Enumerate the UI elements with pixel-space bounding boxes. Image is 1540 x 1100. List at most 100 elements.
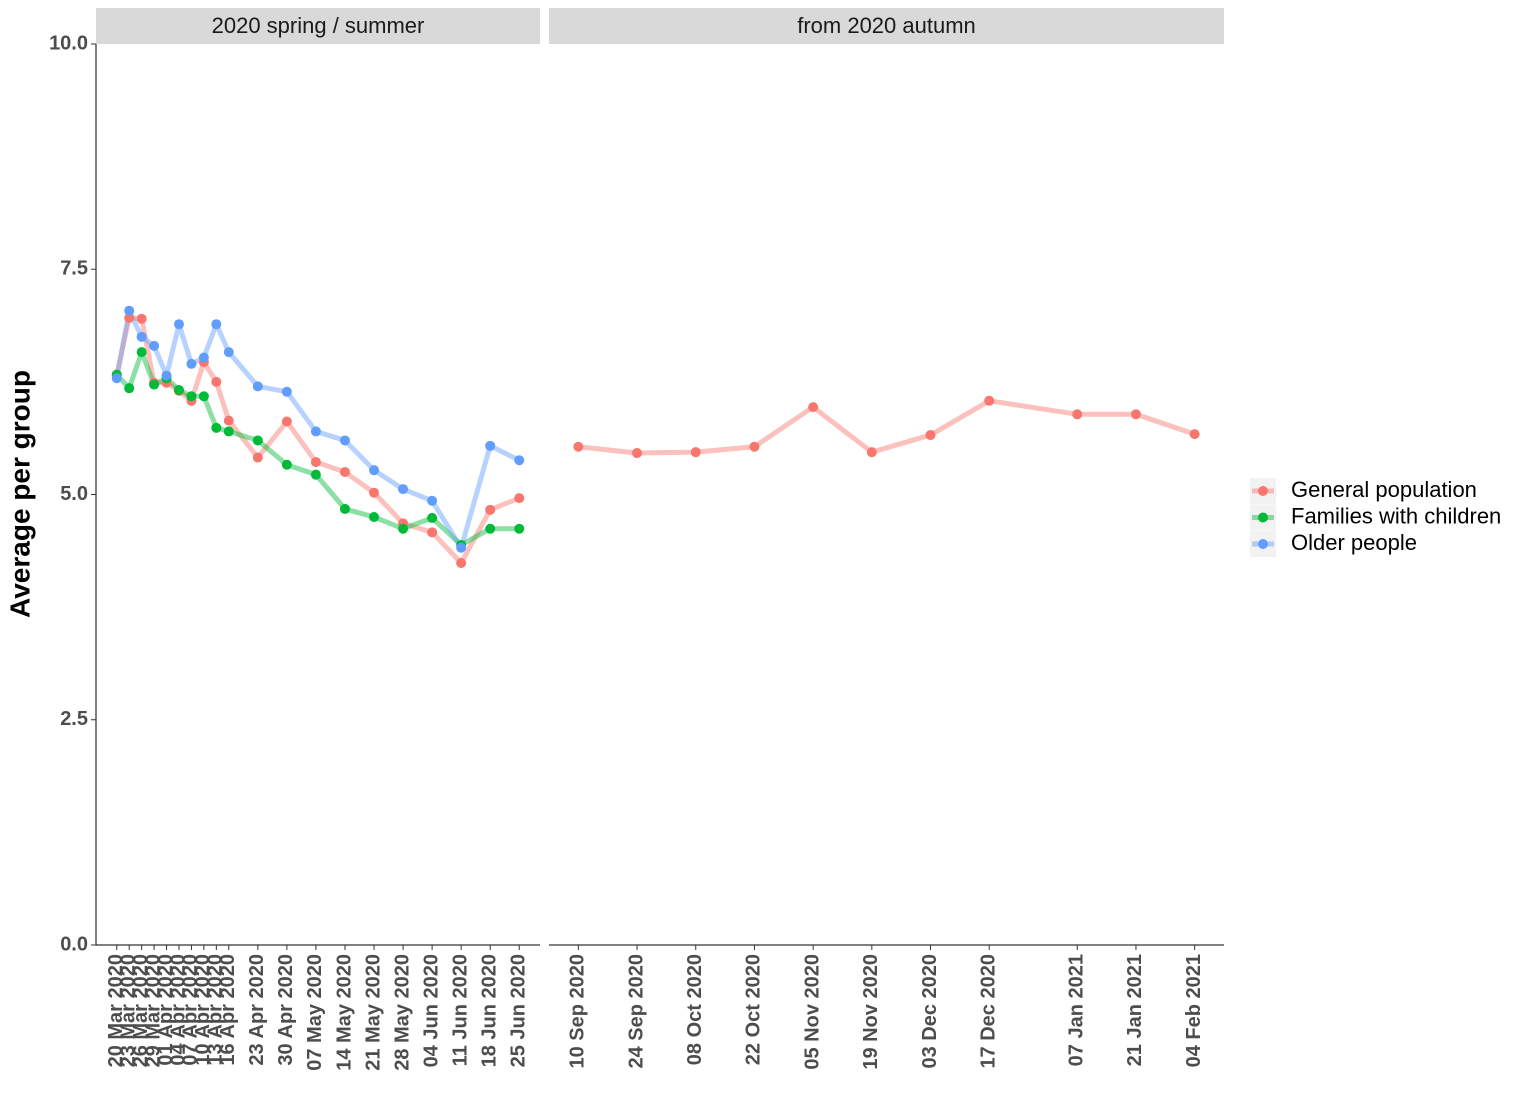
data-point	[573, 441, 584, 452]
data-point	[427, 527, 438, 538]
data-point	[310, 457, 321, 468]
data-point	[281, 459, 292, 470]
data-point	[925, 430, 936, 441]
data-point	[690, 447, 701, 458]
data-point	[369, 487, 380, 498]
x-tick-label: 05 Nov 2020	[801, 954, 823, 1070]
y-tick-label: 10.0	[49, 32, 88, 54]
legend-dot	[1258, 539, 1268, 549]
data-point	[514, 493, 525, 504]
x-tick-label: 17 Dec 2020	[977, 954, 999, 1069]
y-axis-title: Average per group	[4, 370, 35, 618]
y-tick-label: 5.0	[60, 483, 88, 505]
x-tick-label: 18 Jun 2020	[478, 954, 500, 1067]
data-point	[1072, 409, 1083, 420]
data-point	[281, 386, 292, 397]
x-tick-label: 01 Apr 2020	[155, 954, 177, 1066]
data-point	[369, 465, 380, 476]
x-tick-label: 03 Dec 2020	[919, 954, 941, 1069]
data-point	[223, 415, 234, 426]
series-line	[114, 308, 521, 551]
data-point	[866, 447, 877, 458]
data-point	[310, 469, 321, 480]
data-point	[339, 503, 350, 514]
data-point	[310, 426, 321, 437]
data-point	[252, 435, 263, 446]
data-point	[198, 352, 209, 363]
data-point	[149, 340, 160, 351]
data-point	[456, 542, 467, 553]
x-tick-label: 04 Jun 2020	[420, 954, 442, 1067]
y-tick-label: 7.5	[60, 258, 88, 280]
x-tick-label: 07 May 2020	[304, 954, 326, 1071]
data-point	[1189, 429, 1200, 440]
data-point	[514, 523, 525, 534]
y-tick-label: 0.0	[60, 933, 88, 955]
data-point	[223, 347, 234, 358]
data-point	[339, 435, 350, 446]
data-point	[252, 381, 263, 392]
data-point	[223, 426, 234, 437]
facet-strip	[549, 8, 1224, 44]
x-tick-label: 16 Apr 2020	[217, 954, 239, 1066]
y-tick-label: 2.5	[60, 708, 88, 730]
x-tick-label: 28 May 2020	[391, 954, 413, 1071]
x-tick-label: 22 Oct 2020	[743, 954, 765, 1065]
data-point	[124, 305, 135, 316]
x-tick-label: 23 Apr 2020	[246, 954, 268, 1066]
x-tick-label: 14 May 2020	[333, 954, 355, 1071]
x-tick-label: 26 Mar 2020	[130, 954, 152, 1067]
x-tick-label: 10 Sep 2020	[567, 954, 589, 1069]
series-line	[578, 398, 1196, 456]
data-point	[161, 370, 172, 381]
x-tick-label: 04 Feb 2021	[1183, 954, 1205, 1067]
data-point	[198, 391, 209, 402]
data-point	[485, 440, 496, 451]
x-tick-label: 13 Apr 2020	[205, 954, 227, 1066]
data-point	[485, 523, 496, 534]
x-tick-label: 20 Mar 2020	[105, 954, 127, 1067]
data-point	[136, 331, 147, 342]
data-point	[281, 416, 292, 427]
facet-strip	[96, 8, 540, 44]
x-tick-label: 19 Nov 2020	[860, 954, 882, 1070]
legend-label: General population	[1291, 477, 1477, 502]
data-point	[136, 347, 147, 358]
x-tick-label: 30 Apr 2020	[275, 954, 297, 1066]
data-point	[427, 495, 438, 506]
data-point	[186, 358, 197, 369]
legend-label: Older people	[1291, 530, 1417, 555]
x-tick-label: 07 Apr 2020	[180, 954, 202, 1066]
data-point	[398, 523, 409, 534]
data-point	[456, 557, 467, 568]
x-tick-label: 21 May 2020	[362, 954, 384, 1071]
x-tick-label: 10 Apr 2020	[192, 954, 214, 1066]
facet-title: from 2020 autumn	[797, 13, 976, 38]
data-point	[211, 376, 222, 387]
x-tick-label: 25 Jun 2020	[508, 954, 530, 1067]
x-tick-label: 11 Jun 2020	[449, 954, 471, 1066]
x-tick-label: 29 Mar 2020	[142, 954, 164, 1067]
data-point	[136, 313, 147, 324]
data-point	[149, 379, 160, 390]
data-point	[211, 319, 222, 330]
data-point	[173, 319, 184, 330]
data-point	[984, 395, 995, 406]
data-point	[808, 402, 819, 413]
data-point	[339, 466, 350, 477]
series-line	[114, 315, 521, 566]
legend-label: Families with children	[1291, 503, 1501, 528]
data-point	[485, 504, 496, 515]
data-point	[632, 448, 643, 459]
data-point	[369, 512, 380, 523]
data-point	[514, 455, 525, 466]
x-tick-label: 04 Apr 2020	[167, 954, 189, 1066]
data-point	[186, 391, 197, 402]
x-tick-label: 23 Mar 2020	[117, 954, 139, 1067]
data-point	[124, 383, 135, 394]
x-tick-label: 07 Jan 2021	[1066, 954, 1088, 1066]
data-point	[173, 384, 184, 395]
x-tick-label: 21 Jan 2021	[1124, 954, 1146, 1066]
facet-title: 2020 spring / summer	[212, 13, 425, 38]
